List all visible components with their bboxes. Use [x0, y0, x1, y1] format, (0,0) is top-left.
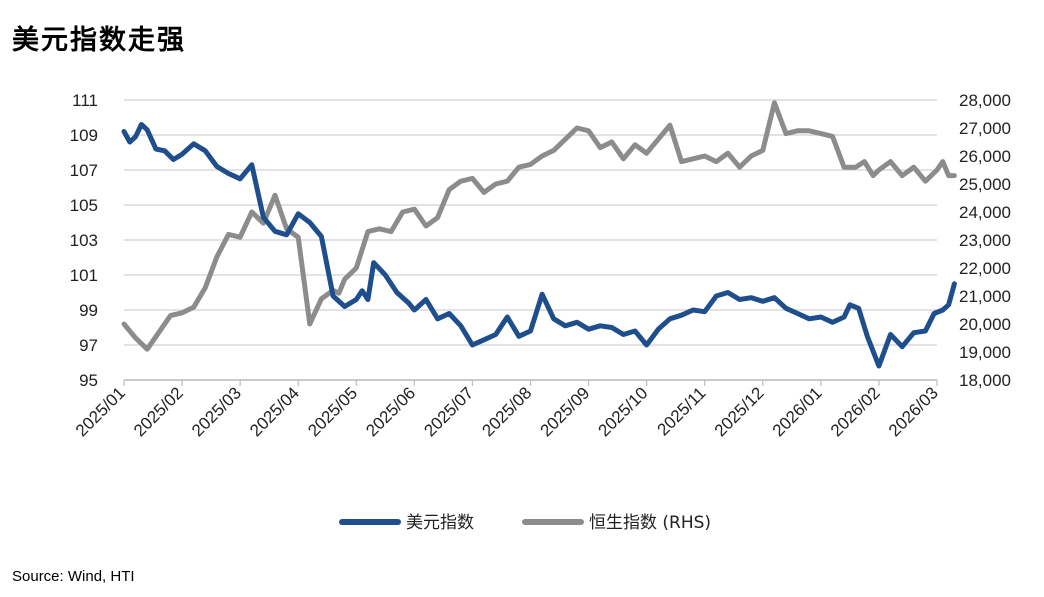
x-tick-label: 2025/02 [130, 383, 187, 440]
left-tick-label: 111 [72, 91, 98, 110]
x-tick-label: 2025/05 [304, 383, 361, 440]
x-tick-label: 2025/08 [478, 383, 535, 440]
gridlines [124, 99, 937, 381]
series-group [121, 100, 957, 369]
x-tick-label: 2026/02 [827, 383, 884, 440]
x-tick-label: 2025/06 [362, 383, 419, 440]
legend: 美元指数 恒生指数 (RHS) [339, 513, 711, 533]
left-tick-label: 105 [70, 196, 98, 215]
right-tick-label: 21,000 [959, 287, 1011, 306]
right-tick-label: 25,000 [959, 175, 1011, 194]
x-axis: 2025/01 2025/02 2025/03 2025/04 2025/05 2025/… [72, 379, 942, 440]
left-tick-label: 101 [70, 266, 98, 285]
source-note: Source: Wind, HTI [12, 568, 135, 585]
right-tick-label: 24,000 [959, 203, 1011, 222]
x-tick-label: 2026/03 [885, 383, 942, 440]
legend-item-hang-seng-label: 恒生指数 (RHS) [589, 513, 711, 533]
right-tick-label: 23,000 [959, 231, 1011, 250]
x-tick-label: 2025/12 [711, 383, 768, 440]
legend-item-usd-index-label: 美元指数 [406, 513, 474, 533]
x-tick-label: 2025/07 [420, 383, 477, 440]
x-tick-label: 2025/10 [595, 383, 652, 440]
series-line-hang-seng [121, 100, 957, 352]
right-tick-label: 27,000 [959, 119, 1011, 138]
left-tick-label: 95 [79, 371, 98, 390]
x-tick-label: 2025/03 [188, 383, 245, 440]
page-title: 美元指数走强 [12, 25, 186, 56]
left-tick-label: 97 [79, 336, 98, 355]
left-tick-label: 109 [70, 126, 98, 145]
x-tick-label: 2026/01 [769, 383, 826, 440]
right-tick-label: 26,000 [959, 147, 1011, 166]
series-line-usd-index [121, 122, 957, 369]
left-tick-label: 103 [70, 231, 98, 250]
right-tick-label: 20,000 [959, 315, 1011, 334]
x-tick-label: 2025/04 [246, 383, 303, 440]
left-axis: 95 97 99 101 103 105 107 109 111 [70, 91, 98, 390]
left-tick-label: 99 [79, 301, 98, 320]
right-tick-label: 28,000 [959, 91, 1011, 110]
left-tick-label: 107 [70, 161, 98, 180]
right-axis: 18,000 19,000 20,000 21,000 22,000 23,000 24,0… [959, 91, 1011, 390]
right-tick-label: 18,000 [959, 371, 1011, 390]
x-tick-label: 2025/01 [72, 383, 129, 440]
right-tick-label: 22,000 [959, 259, 1011, 278]
x-tick-label: 2025/11 [654, 383, 710, 439]
x-tick-label: 2025/09 [537, 383, 594, 440]
right-tick-label: 19,000 [959, 343, 1011, 362]
